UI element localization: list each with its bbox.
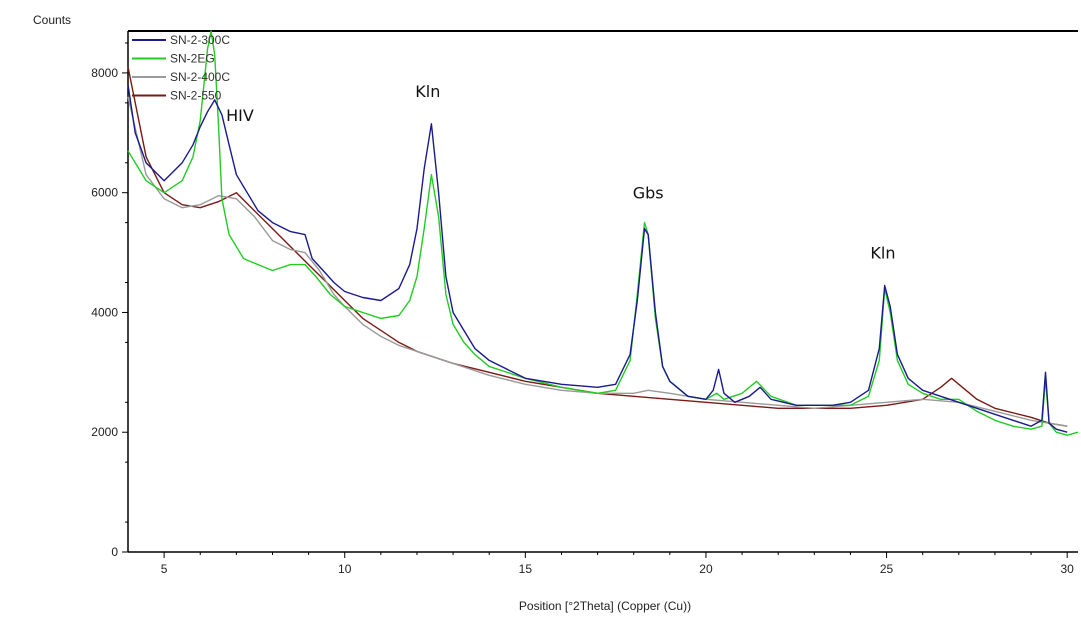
legend: SN-2-300C SN-2EG SN-2-400C SN-2-550 [132, 33, 230, 103]
peak-label-2: Gbs [633, 184, 664, 203]
series-line-sn-2-300c [127, 84, 1068, 433]
series-line-sn-2-550 [127, 66, 1068, 427]
y-axis-title: Counts [33, 13, 71, 27]
x-tick-label-20: 20 [699, 562, 713, 576]
x-tick-label-25: 25 [880, 562, 894, 576]
x-tick-label-10: 10 [338, 562, 352, 576]
peak-label-3: Kln [870, 244, 895, 263]
x-axis-title: Position [°2Theta] (Copper (Cu)) [519, 599, 691, 613]
y-tick-label-0: 0 [111, 545, 118, 559]
series-group [127, 30, 1079, 436]
peak-annotations: HIV Kln Gbs Kln [226, 82, 895, 263]
y-tick-label-8000: 8000 [91, 66, 118, 80]
peak-label-1: Kln [415, 82, 440, 101]
x-tick-label-5: 5 [161, 562, 168, 576]
legend-label-sn-2eg: SN-2EG [170, 52, 215, 66]
plot-frame [127, 30, 1078, 553]
x-tick-label-30: 30 [1060, 562, 1074, 576]
y-tick-label-4000: 4000 [91, 305, 118, 319]
x-tick-label-15: 15 [519, 562, 533, 576]
legend-label-sn-2-400c: SN-2-400C [170, 70, 230, 84]
axes-group: 0 2000 4000 6000 8000 5 10 15 20 25 30 [91, 42, 1074, 576]
peak-label-0: HIV [226, 106, 254, 125]
legend-label-sn-2-300c: SN-2-300C [170, 33, 230, 47]
legend-label-sn-2-550: SN-2-550 [170, 89, 222, 103]
y-tick-label-2000: 2000 [91, 425, 118, 439]
y-tick-label-6000: 6000 [91, 186, 118, 200]
series-line-sn-2eg [127, 30, 1079, 436]
